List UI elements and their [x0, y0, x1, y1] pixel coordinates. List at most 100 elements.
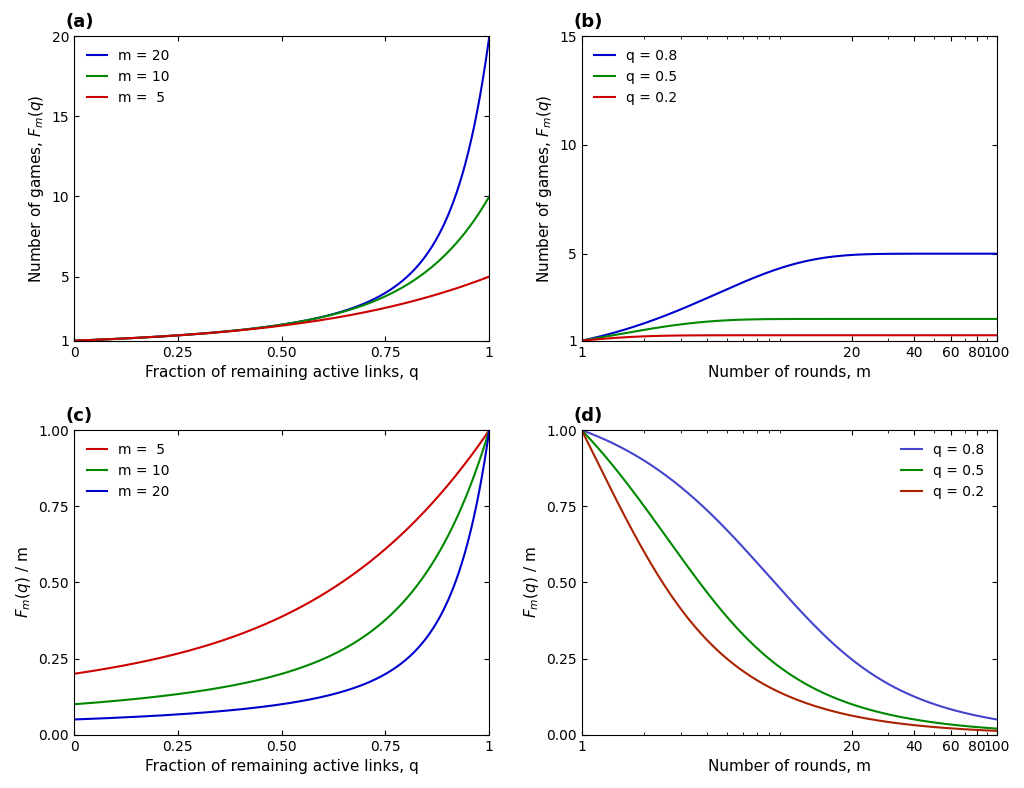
- q = 0.2: [766, 684, 778, 693]
- q = 0.2: [766, 330, 778, 340]
- Line: m = 20: m = 20: [74, 36, 489, 340]
- m = 20: [395, 277, 408, 287]
- q = 0.2: [991, 330, 1004, 340]
- Y-axis label: $F_m(q)$ / m: $F_m(q)$ / m: [14, 547, 33, 619]
- m =  5: [68, 669, 80, 678]
- m = 20: [68, 715, 80, 724]
- q = 0.5: [902, 314, 914, 324]
- Line: q = 0.5: q = 0.5: [582, 319, 997, 340]
- q = 0.8: [979, 249, 991, 258]
- m = 10: [483, 191, 496, 201]
- X-axis label: Number of rounds, m: Number of rounds, m: [708, 759, 870, 774]
- m = 20: [89, 335, 101, 344]
- m = 10: [259, 322, 271, 332]
- q = 0.8: [979, 712, 991, 722]
- m = 10: [68, 700, 80, 709]
- q = 0.8: [766, 575, 778, 585]
- q = 0.8: [766, 266, 778, 276]
- m =  5: [89, 666, 101, 675]
- Line: q = 0.5: q = 0.5: [582, 430, 997, 729]
- Y-axis label: Number of games, $F_m(q)$: Number of games, $F_m(q)$: [535, 95, 554, 283]
- Line: q = 0.8: q = 0.8: [582, 254, 997, 340]
- q = 0.2: [597, 468, 609, 478]
- m =  5: [483, 272, 496, 281]
- Text: (d): (d): [573, 407, 603, 425]
- q = 0.8: [777, 588, 790, 597]
- m = 20: [259, 702, 271, 712]
- Legend: m =  5, m = 10, m = 20: m = 5, m = 10, m = 20: [81, 437, 175, 504]
- m = 20: [471, 107, 483, 117]
- q = 0.5: [777, 314, 790, 324]
- m = 10: [471, 463, 483, 472]
- m =  5: [269, 615, 282, 624]
- q = 0.2: [597, 334, 609, 344]
- q = 0.2: [979, 330, 991, 340]
- q = 0.2: [777, 690, 790, 699]
- m = 10: [259, 674, 271, 683]
- Line: m = 10: m = 10: [74, 430, 489, 704]
- m =  5: [483, 426, 496, 435]
- m = 20: [471, 496, 483, 506]
- Legend: m = 20, m = 10, m =  5: m = 20, m = 10, m = 5: [81, 43, 175, 110]
- q = 0.2: [902, 719, 914, 729]
- m = 20: [269, 701, 282, 710]
- Line: q = 0.8: q = 0.8: [582, 430, 997, 719]
- m =  5: [471, 277, 483, 286]
- m = 20: [483, 32, 496, 41]
- m = 10: [89, 335, 101, 344]
- q = 0.5: [777, 665, 790, 675]
- m = 10: [395, 600, 408, 609]
- q = 0.5: [979, 314, 991, 324]
- q = 0.8: [597, 434, 609, 444]
- q = 0.5: [991, 724, 1004, 734]
- m = 10: [471, 211, 483, 221]
- m =  5: [471, 443, 483, 452]
- q = 0.2: [991, 727, 1004, 736]
- Line: q = 0.2: q = 0.2: [582, 335, 997, 340]
- Line: m = 10: m = 10: [74, 196, 489, 340]
- q = 0.2: [979, 330, 991, 340]
- m = 20: [471, 106, 483, 116]
- Text: (b): (b): [573, 13, 603, 31]
- m =  5: [471, 277, 483, 286]
- q = 0.5: [902, 714, 914, 723]
- q = 0.5: [979, 723, 991, 732]
- q = 0.5: [597, 449, 609, 459]
- m = 20: [259, 322, 271, 332]
- q = 0.2: [979, 726, 991, 735]
- m = 10: [471, 211, 483, 221]
- m = 20: [471, 497, 483, 507]
- q = 0.8: [991, 249, 1004, 258]
- m = 10: [269, 671, 282, 680]
- m = 10: [89, 698, 101, 708]
- q = 0.5: [766, 657, 778, 667]
- m =  5: [259, 323, 271, 333]
- q = 0.8: [979, 712, 991, 722]
- q = 0.8: [597, 331, 609, 340]
- Line: q = 0.2: q = 0.2: [582, 430, 997, 731]
- X-axis label: Fraction of remaining active links, q: Fraction of remaining active links, q: [144, 759, 419, 774]
- m = 20: [89, 714, 101, 723]
- q = 0.8: [575, 336, 588, 345]
- m = 20: [68, 336, 80, 345]
- q = 0.8: [777, 262, 790, 272]
- m = 20: [269, 321, 282, 330]
- Line: m = 20: m = 20: [74, 430, 489, 719]
- q = 0.2: [575, 426, 588, 435]
- Y-axis label: $F_m(q)$ / m: $F_m(q)$ / m: [521, 547, 541, 619]
- m = 10: [269, 321, 282, 330]
- q = 0.2: [903, 330, 915, 340]
- q = 0.2: [777, 330, 790, 340]
- m =  5: [68, 336, 80, 345]
- X-axis label: Fraction of remaining active links, q: Fraction of remaining active links, q: [144, 365, 419, 380]
- q = 0.5: [766, 314, 778, 324]
- q = 0.5: [597, 333, 609, 342]
- X-axis label: Number of rounds, m: Number of rounds, m: [708, 365, 870, 380]
- q = 0.5: [979, 314, 991, 324]
- Text: (a): (a): [66, 13, 94, 31]
- q = 0.2: [859, 330, 871, 340]
- q = 0.8: [902, 690, 914, 699]
- m =  5: [395, 299, 408, 309]
- q = 0.5: [575, 336, 588, 345]
- q = 0.5: [991, 314, 1004, 324]
